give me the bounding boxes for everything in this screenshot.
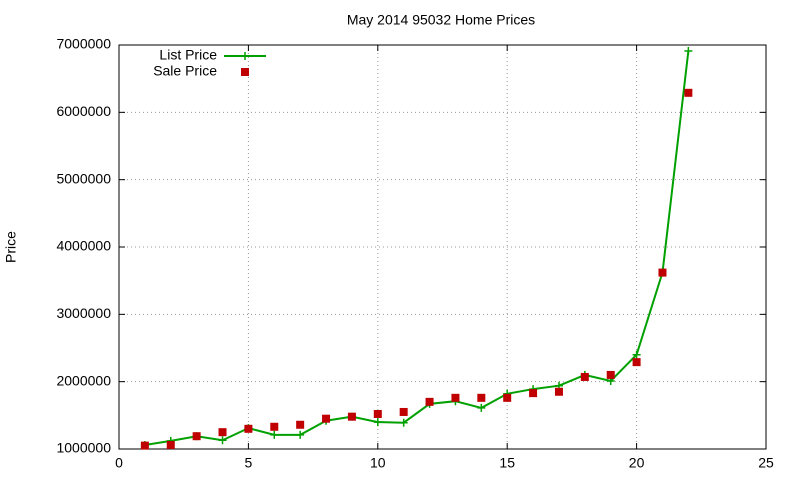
- point: [244, 424, 253, 433]
- point: [218, 428, 227, 437]
- point: [477, 403, 486, 412]
- plot-frame: [118, 44, 767, 450]
- point: [270, 422, 279, 431]
- chart-title: May 2014 95032 Home Prices: [347, 12, 535, 28]
- point: [606, 370, 615, 379]
- point: [296, 420, 305, 429]
- x-tick-label: 20: [629, 455, 645, 471]
- point: [632, 358, 641, 367]
- y-tick-label: 5000000: [56, 170, 111, 186]
- point: [166, 440, 175, 449]
- point: [192, 432, 201, 441]
- point: [503, 393, 512, 402]
- point: [373, 409, 382, 418]
- point: [451, 393, 460, 402]
- point: [684, 88, 693, 97]
- point: [218, 436, 227, 445]
- point: [529, 389, 538, 398]
- point: [373, 418, 382, 427]
- point: [580, 372, 589, 381]
- y-axis-label: Price: [3, 231, 19, 263]
- x-tick-label: 15: [499, 455, 515, 471]
- point: [399, 418, 408, 427]
- point: [632, 350, 641, 359]
- point: [477, 393, 486, 402]
- legend-label: Sale Price: [153, 63, 217, 79]
- x-tick-label: 0: [115, 455, 123, 471]
- y-tick-label: 4000000: [56, 238, 111, 254]
- point: [399, 407, 408, 416]
- point: [425, 397, 434, 406]
- point: [554, 387, 563, 396]
- y-tick-label: 7000000: [56, 36, 111, 52]
- x-tick-label: 25: [758, 455, 774, 471]
- x-tick-label: 10: [370, 455, 386, 471]
- point: [347, 412, 356, 421]
- y-tick-label: 1000000: [56, 440, 111, 456]
- legend-marker: [241, 68, 249, 76]
- x-tick-label: 5: [245, 455, 253, 471]
- point: [658, 268, 667, 277]
- point: [684, 47, 693, 56]
- legend-label: List Price: [159, 47, 217, 63]
- series-line: [144, 50, 690, 446]
- y-tick-label: 2000000: [56, 372, 111, 388]
- y-tick-label: 6000000: [56, 103, 111, 119]
- legend-marker: [241, 52, 249, 60]
- y-tick-label: 3000000: [56, 305, 111, 321]
- point: [270, 430, 279, 439]
- point: [296, 430, 305, 439]
- point: [140, 441, 149, 450]
- point: [322, 414, 331, 423]
